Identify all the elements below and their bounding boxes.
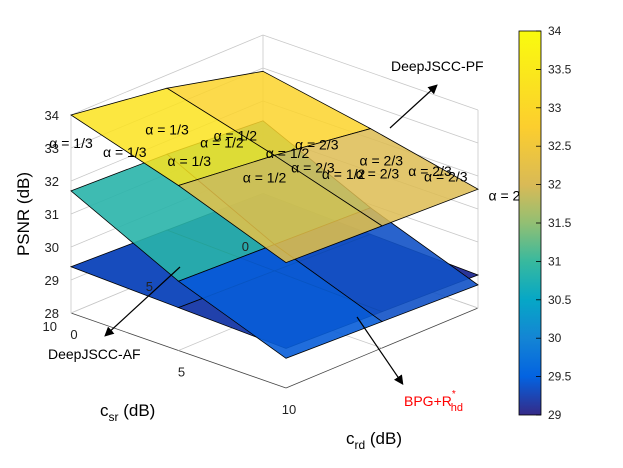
alpha-label: α = 1/2	[200, 135, 244, 151]
wall-grid-line-right	[262, 67, 479, 144]
alpha-label: α = 1/2	[266, 145, 310, 161]
alpha-labels: α = 1/2α = 1/3α = 1/3α = 1/3α = 1/2α = 1…	[49, 121, 532, 203]
crd-axis-ticks: 0 5 10	[70, 327, 296, 417]
annotation-deepjscc-pf: DeepJSCC-PF	[389, 58, 484, 129]
colorbar-tick-label: 31	[548, 254, 562, 268]
z-tick-label: 34	[45, 108, 59, 123]
wall-grid-line-left	[70, 34, 264, 116]
colorbar-tick-label: 29	[548, 408, 562, 422]
annotation-deepjscc-af-arrow	[104, 266, 181, 337]
surface-cell	[177, 244, 383, 359]
z-tick-label: 32	[45, 174, 59, 189]
alpha-label: α = 1/2	[243, 170, 287, 186]
alpha-label: α = 1/3	[167, 153, 211, 169]
alpha-label: α = 2/3	[424, 168, 468, 184]
z-tick-label: 31	[45, 207, 59, 222]
surface-deepjscc-pf	[70, 70, 479, 264]
colorbar-tick-label: 29.5	[548, 370, 572, 384]
csr-axis-label-unit: (dB)	[119, 401, 156, 420]
z-tick-label: 28	[45, 306, 59, 321]
colorbar: 29 29.5 30 30.5 31 31.5 32 32.5 33 33.5 34	[518, 24, 572, 422]
alpha-label: α = 2/3	[359, 152, 403, 168]
crd-tick-label: 0	[70, 327, 77, 342]
z-tick-label: 33	[45, 141, 59, 156]
csr-tick-label: 0	[242, 239, 249, 254]
crd-tick-label: 10	[282, 402, 296, 417]
csr-tick-label: 5	[146, 279, 153, 294]
crd-axis-label-sub: rd	[355, 438, 366, 452]
alpha-label: α = 1/2	[214, 128, 258, 144]
crd-tick-label: 5	[178, 365, 185, 380]
z-axis-ticks: 28 29 30 31 32 33 34	[45, 108, 59, 321]
colorbar-tick-label: 30.5	[548, 293, 572, 307]
alpha-label: α = 1/2	[322, 166, 366, 182]
csr-tick-label: 10	[43, 319, 57, 334]
z-axis-label: PSNR (dB)	[14, 172, 33, 256]
annotation-deepjscc-pf-label: DeepJSCC-PF	[391, 58, 484, 74]
colorbar-tick-label: 33	[548, 101, 562, 115]
colorbar-tick-label: 32	[548, 178, 562, 192]
colorbar-ticks: 29 29.5 30 30.5 31 31.5 32 32.5 33 33.5 34	[536, 24, 572, 422]
colorbar-tick-label: 34	[548, 24, 562, 38]
alpha-label: α = 2/3	[408, 163, 452, 179]
alpha-label: α = 2/3	[295, 136, 339, 152]
alpha-label: α = 1/3	[103, 144, 147, 160]
annotation-bpg-sup: *	[452, 389, 456, 400]
csr-axis-ticks: 0 5 10	[43, 239, 249, 334]
annotation-bpg-sub: hd	[451, 402, 463, 414]
csr-axis-label-base: c	[100, 401, 109, 420]
annotation-deepjscc-af: DeepJSCC-AF	[48, 266, 181, 362]
crd-axis-label-base: c	[346, 429, 355, 448]
alpha-label: α = 2/3	[291, 159, 335, 175]
alpha-label: α = 1/3	[49, 135, 93, 151]
crd-axis-label: crd (dB)	[346, 429, 402, 452]
surface-cell	[177, 154, 383, 264]
annotation-deepjscc-pf-arrow	[389, 84, 438, 129]
colorbar-tick-label: 30	[548, 331, 562, 345]
annotation-deepjscc-af-label: DeepJSCC-AF	[48, 346, 141, 362]
annotation-bpg-rhd: BPG+R* hd	[356, 316, 463, 414]
z-tick-label: 30	[45, 240, 59, 255]
colorbar-tick-label: 32.5	[548, 139, 572, 153]
csr-axis-label: csr (dB)	[100, 401, 155, 424]
csr-axis-label-sub: sr	[109, 410, 119, 424]
annotation-bpg-rhd-arrow	[356, 316, 404, 385]
alpha-label: α = 2/3	[356, 165, 400, 181]
z-tick-label: 29	[45, 273, 59, 288]
colorbar-tick-label: 31.5	[548, 216, 572, 230]
colorbar-tick-label: 33.5	[548, 62, 572, 76]
annotation-bpg-rhd-label: BPG+R* hd	[404, 389, 463, 414]
crd-axis-label-unit: (dB)	[365, 429, 402, 448]
alpha-label: α = 1/3	[145, 121, 189, 137]
annotation-bpg-base: BPG+R	[404, 393, 452, 409]
wall-grid-line-right	[262, 34, 479, 111]
